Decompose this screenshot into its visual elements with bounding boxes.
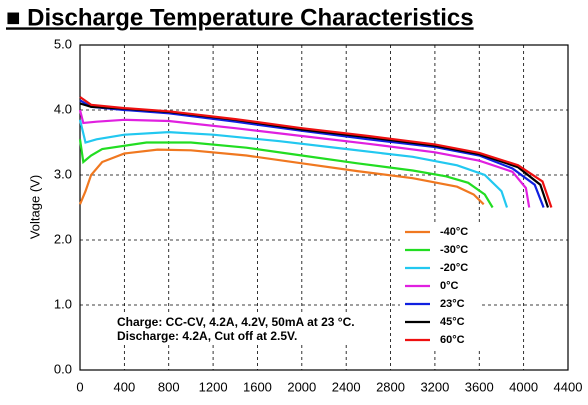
plot-frame xyxy=(79,44,569,371)
legend-label: -40°C xyxy=(440,226,468,238)
x-tick-label: 2800 xyxy=(376,379,405,394)
legend-label: 23°C xyxy=(440,298,465,310)
legend-label: 45°C xyxy=(440,316,465,328)
x-tick-label: 4000 xyxy=(509,379,538,394)
x-tick-label: 0 xyxy=(76,379,83,394)
series-line xyxy=(78,119,509,208)
y-tick-label: 4.0 xyxy=(54,101,72,116)
x-tick-label: 400 xyxy=(114,379,136,394)
series-line xyxy=(78,139,494,209)
y-tick-label: 3.0 xyxy=(54,166,72,181)
series-line xyxy=(79,96,553,208)
x-tick-label: 3200 xyxy=(420,379,449,394)
x-tick-label: 800 xyxy=(158,379,180,394)
annotation: Discharge: 4.2A, Cut off at 2.5V. xyxy=(117,329,297,343)
series-line xyxy=(78,109,531,208)
y-tick-label: 0.0 xyxy=(54,361,72,376)
y-tick-label: 5.0 xyxy=(54,36,72,51)
x-tick-label: 2400 xyxy=(332,379,361,394)
series-line xyxy=(78,148,485,206)
x-tick-label: 1600 xyxy=(243,379,272,394)
y-axis-label: Voltage (V) xyxy=(27,175,42,239)
annotation: Charge: CC-CV, 4.2A, 4.2V, 50mA at 23 °C… xyxy=(117,315,355,329)
y-tick-label: 1.0 xyxy=(54,296,72,311)
x-tick-label: 2000 xyxy=(287,379,316,394)
x-tick-label: 3600 xyxy=(465,379,494,394)
y-tick-label: 2.0 xyxy=(54,231,72,246)
annotation-box xyxy=(114,313,354,345)
legend-label: -30°C xyxy=(440,244,468,256)
legend-label: -20°C xyxy=(440,262,468,274)
x-tick-label: 1200 xyxy=(199,379,228,394)
legend-label: 0°C xyxy=(440,280,459,292)
chart-title: ■ Discharge Temperature Characteristics xyxy=(6,4,474,31)
legend-label: 60°C xyxy=(440,334,465,346)
x-tick-label: 4400 xyxy=(554,379,583,394)
